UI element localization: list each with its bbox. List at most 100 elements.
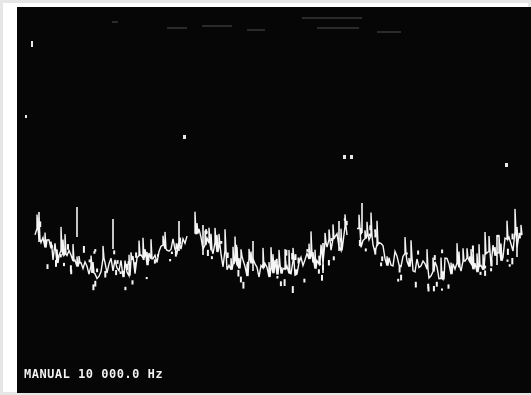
noise-dot bbox=[169, 259, 172, 262]
spectrum-trace bbox=[34, 203, 523, 293]
noise-dot bbox=[262, 263, 264, 267]
noise-dot bbox=[358, 240, 361, 247]
noise-dot bbox=[303, 278, 306, 283]
noise-dot bbox=[447, 284, 450, 289]
noise-dot bbox=[506, 248, 509, 255]
noise-dot bbox=[113, 250, 116, 255]
noise-dot bbox=[135, 252, 138, 258]
noise-dot bbox=[297, 257, 300, 264]
noise-dot bbox=[433, 255, 436, 261]
noise-dot bbox=[275, 258, 278, 264]
noise-dot bbox=[330, 238, 333, 241]
noise-dot bbox=[469, 256, 471, 263]
noise-dot bbox=[490, 268, 493, 272]
analyzer-screen: MANUAL 10 000.0 Hz bbox=[17, 7, 531, 393]
noise-dot bbox=[295, 269, 297, 276]
spectrum-trace-segment bbox=[356, 208, 523, 281]
noise-dot bbox=[92, 284, 95, 291]
noise-dot bbox=[242, 281, 245, 289]
marker-dot bbox=[343, 155, 346, 159]
noise-dot bbox=[195, 227, 198, 232]
spectrum-trace-area bbox=[25, 17, 523, 293]
noise-dot bbox=[294, 254, 297, 261]
noise-dot bbox=[291, 253, 294, 260]
noise-dot bbox=[235, 244, 238, 251]
noise-dot bbox=[400, 274, 403, 281]
noise-dot bbox=[291, 286, 294, 293]
noise-dot bbox=[46, 264, 49, 269]
noise-dot bbox=[343, 218, 346, 221]
noise-dot bbox=[153, 259, 156, 264]
noise-dot bbox=[283, 279, 286, 286]
noise-dot bbox=[427, 283, 430, 289]
noise-dot bbox=[276, 276, 279, 279]
noise-dot bbox=[518, 236, 521, 239]
noise-dot bbox=[88, 259, 91, 263]
noise-dot bbox=[147, 254, 150, 261]
noise-dot bbox=[94, 280, 97, 287]
noise-dot bbox=[67, 244, 69, 250]
noise-dot bbox=[127, 261, 130, 265]
noise-dot bbox=[484, 265, 487, 269]
noise-dot bbox=[175, 243, 178, 250]
noise-dot bbox=[332, 256, 335, 261]
noise-dot bbox=[94, 249, 97, 252]
noise-dot bbox=[179, 237, 182, 245]
noise-dot bbox=[249, 257, 252, 261]
noise-dot bbox=[69, 265, 72, 272]
noise-dot bbox=[205, 229, 208, 235]
noise-dot bbox=[82, 246, 85, 253]
noise-dot bbox=[62, 249, 65, 254]
noise-dot bbox=[306, 249, 309, 252]
noise-dot bbox=[279, 281, 282, 287]
noise-dot bbox=[319, 263, 322, 266]
noise-dot bbox=[236, 262, 239, 267]
noise-dot bbox=[237, 269, 240, 277]
noise-dot bbox=[145, 277, 148, 280]
noise-dot bbox=[91, 265, 94, 273]
noise-dot bbox=[369, 225, 372, 231]
noise-dot bbox=[210, 256, 213, 260]
marker-dot bbox=[31, 41, 33, 47]
header-noise bbox=[112, 17, 401, 33]
noise-dot bbox=[60, 243, 63, 248]
noise-dot bbox=[405, 252, 408, 255]
noise-dot bbox=[327, 260, 330, 266]
noise-dot bbox=[126, 263, 129, 270]
noise-dot bbox=[518, 232, 521, 239]
noise-dot bbox=[381, 256, 384, 262]
noise-dot bbox=[55, 260, 57, 267]
noise-dot bbox=[134, 262, 137, 268]
noise-dot bbox=[511, 258, 514, 265]
noise-dot bbox=[50, 244, 53, 248]
noise-dot bbox=[380, 262, 383, 267]
noise-dot bbox=[511, 233, 514, 240]
noise-dot bbox=[93, 251, 96, 254]
noise-dot bbox=[417, 250, 420, 255]
noise-dot bbox=[374, 229, 377, 233]
noise-dot bbox=[39, 221, 42, 228]
noise-dot bbox=[340, 237, 342, 243]
noise-dot bbox=[441, 249, 444, 254]
noise-dot bbox=[124, 286, 127, 291]
noise-dot bbox=[131, 280, 134, 285]
noise-dot bbox=[490, 259, 493, 267]
noise-dot bbox=[360, 228, 362, 235]
noise-dot bbox=[374, 231, 377, 238]
noise-dot bbox=[142, 255, 145, 260]
noise-dot bbox=[435, 281, 438, 287]
marker-dot bbox=[183, 135, 186, 139]
marker-dot bbox=[25, 115, 27, 118]
noise-dot bbox=[215, 236, 218, 243]
noise-dot bbox=[70, 269, 73, 275]
marker-dots bbox=[25, 41, 508, 167]
noise-dot bbox=[321, 274, 323, 281]
noise-dot bbox=[116, 260, 119, 264]
noise-dot bbox=[226, 252, 229, 258]
noise-dot bbox=[157, 254, 159, 257]
noise-dot bbox=[285, 249, 288, 256]
noise-dot bbox=[508, 264, 511, 267]
noise-dot bbox=[364, 248, 367, 252]
noise-dot bbox=[59, 254, 62, 258]
